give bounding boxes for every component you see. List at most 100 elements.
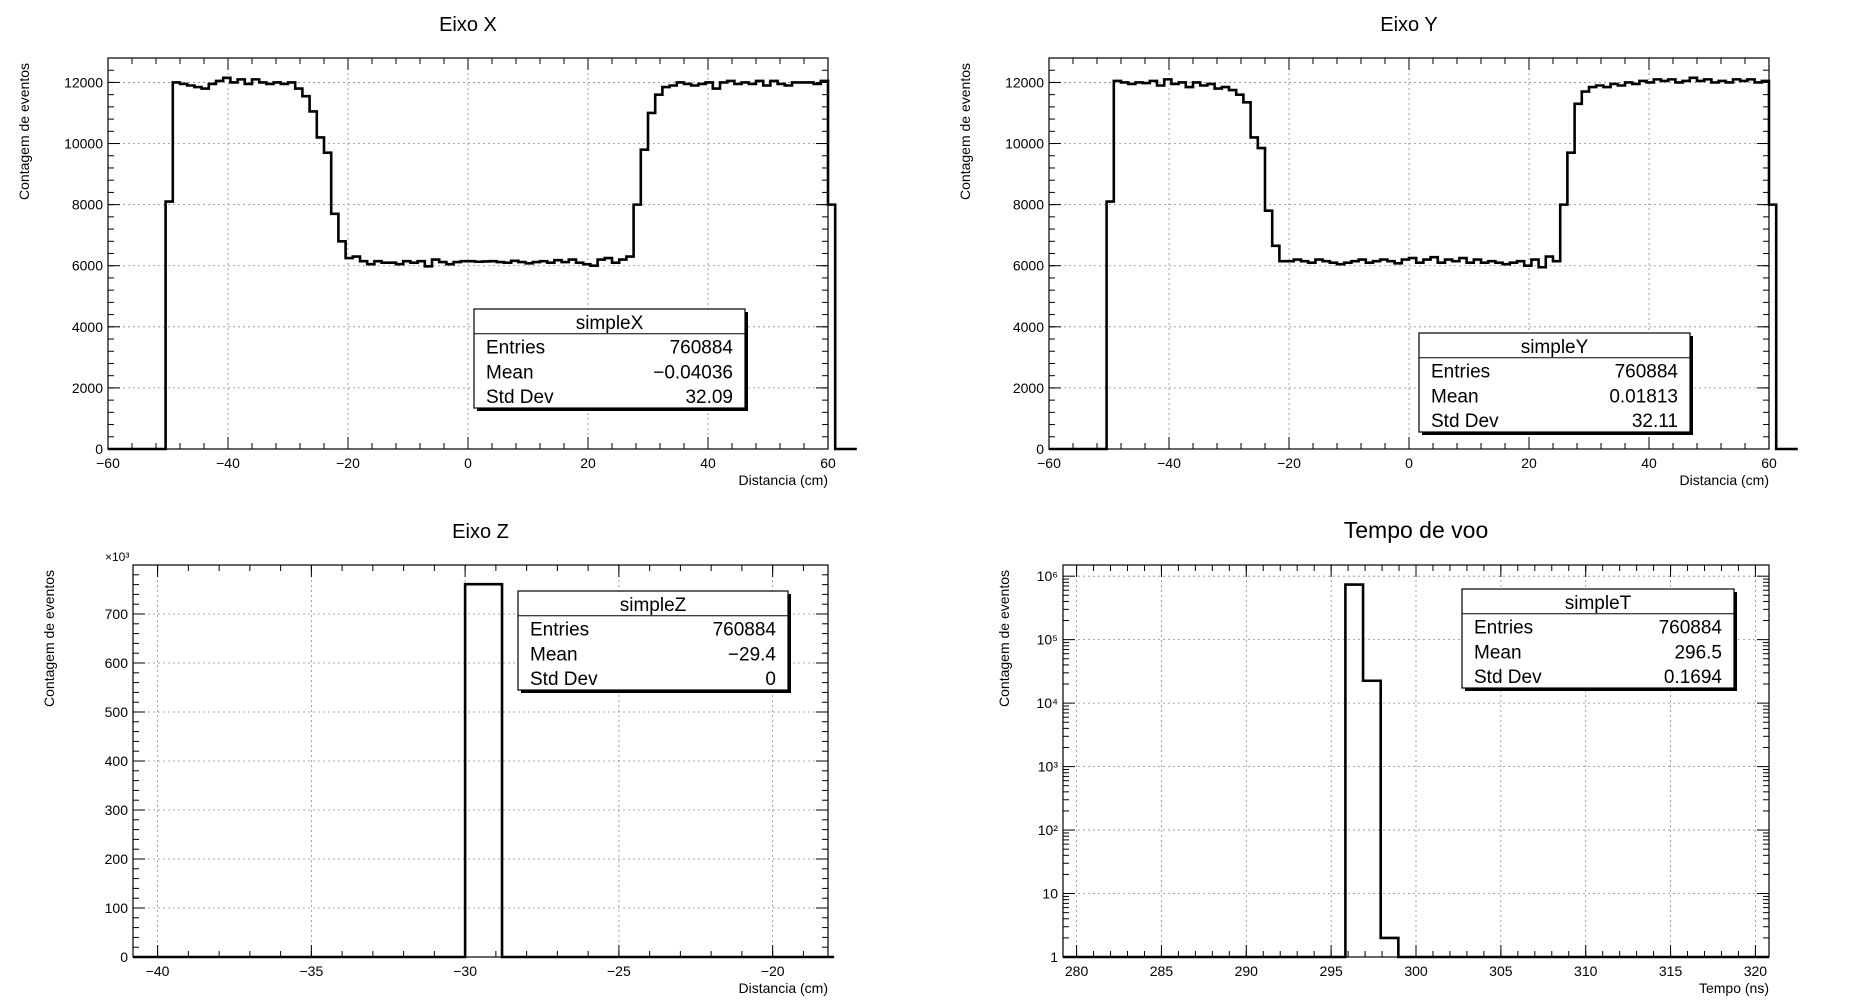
stats-row-label: Mean (1474, 642, 1522, 663)
stats-box-title: simpleT (1565, 593, 1632, 614)
stats-box-frame (1461, 588, 1735, 689)
y-tick-label: 4000 (72, 319, 103, 335)
histogram-line (108, 76, 857, 451)
y-axis-label: Contagem de eventos (957, 63, 973, 200)
stats-row-label: Mean (530, 644, 578, 665)
x-axis-label: Tempo (ns) (1699, 980, 1769, 996)
x-tick-label: −35 (299, 963, 323, 979)
x-tick-label: −30 (453, 963, 477, 979)
stats-box: simpleZ Entries 760884 Mean −29.4 Std Dev 0 (517, 590, 791, 693)
chart-title: Tempo de voo (1344, 517, 1488, 543)
y-tick-label: 100 (105, 900, 129, 916)
y-tick-label: 2000 (72, 380, 103, 396)
stats-box-frame (473, 308, 746, 409)
y-tick-label: 8000 (1013, 197, 1044, 213)
stats-row-value: 32.11 (1632, 411, 1678, 432)
stats-box: simpleY Entries 760884 Mean 0.01813 Std Dev 32… (1418, 332, 1693, 435)
y-tick-label: 8000 (72, 197, 103, 213)
y-tick-label: 700 (105, 606, 129, 622)
stats-row-value: 296.5 (1674, 642, 1722, 663)
y-tick-label: 4000 (1013, 319, 1044, 335)
y-tick-label: 12000 (64, 74, 103, 90)
x-tick-label: 0 (464, 455, 472, 471)
y-tick-label: 12000 (1005, 74, 1044, 90)
stats-row-value: −0.04036 (653, 362, 733, 383)
histogram-panel: −60 −40 −20 0 20 40 60 0 2000 4000 6000 8000 10000 12… (957, 14, 1798, 488)
chart-title: Eixo X (439, 14, 497, 36)
x-tick-label: 0 (1405, 455, 1413, 471)
stats-row-value: 0.1694 (1664, 667, 1723, 688)
x-tick-label: −40 (216, 455, 240, 471)
chart-title: Eixo Z (452, 521, 509, 543)
x-axis-label: Distancia (cm) (739, 980, 828, 996)
stats-box-frame (517, 590, 789, 691)
x-tick-label: −40 (1157, 455, 1181, 471)
stats-row-value: 760884 (1615, 362, 1679, 383)
stats-row-label: Entries (530, 620, 589, 641)
stats-box-title: simpleY (1521, 337, 1589, 358)
plot-frame (132, 564, 829, 958)
y-tick-label: 10⁶ (1037, 568, 1058, 584)
y-tick-label: 0 (1036, 441, 1044, 457)
stats-row-value: 32.09 (685, 387, 733, 408)
x-tick-label: 310 (1574, 963, 1598, 979)
stats-row-label: Entries (486, 338, 545, 359)
stats-row-label: Std Dev (1431, 411, 1499, 432)
histogram-panel: −40 −35 −30 −25 −20 0 100 200 300 400 500 600 700 Eix… (41, 521, 835, 996)
plot-frame (1048, 57, 1770, 450)
x-tick-label: 290 (1235, 963, 1259, 979)
y-tick-label: 10² (1038, 822, 1059, 838)
stats-row-value: 760884 (1659, 618, 1723, 639)
stats-box: simpleX Entries 760884 Mean −0.04036 Std Dev 3… (473, 308, 748, 411)
stats-row-value: 0.01813 (1609, 386, 1678, 407)
stats-box-title: simpleZ (620, 595, 687, 616)
y-tick-label: 200 (105, 851, 129, 867)
x-tick-label: 20 (580, 455, 596, 471)
stats-box-frame (1418, 332, 1691, 433)
x-tick-label: −60 (1037, 455, 1061, 471)
y-tick-label: 600 (105, 655, 129, 671)
y-tick-label: 10000 (1005, 136, 1044, 152)
x-tick-label: 305 (1489, 963, 1513, 979)
plot-frame (1062, 564, 1770, 958)
x-tick-label: −40 (146, 963, 170, 979)
y-tick-label: 0 (120, 949, 128, 965)
x-tick-label: −20 (761, 963, 785, 979)
stats-row-value: 760884 (713, 620, 777, 641)
y-tick-label: 1 (1050, 949, 1058, 965)
x-tick-label: −20 (1277, 455, 1301, 471)
y-tick-label: 2000 (1013, 380, 1044, 396)
y-tick-label: 300 (105, 802, 129, 818)
x-tick-label: −25 (607, 963, 631, 979)
stats-row-value: −29.4 (728, 644, 777, 665)
stats-row-value: 0 (765, 669, 776, 690)
x-tick-label: 320 (1744, 963, 1768, 979)
y-tick-label: 6000 (72, 258, 103, 274)
x-tick-label: 60 (820, 455, 836, 471)
x-tick-label: 40 (1641, 455, 1657, 471)
plot-frame (107, 57, 829, 450)
y-tick-label: 0 (95, 441, 103, 457)
stats-box-title: simpleX (576, 313, 644, 334)
x-tick-label: −60 (96, 455, 120, 471)
y-tick-label: 6000 (1013, 258, 1044, 274)
y-tick-label: 10⁵ (1037, 632, 1058, 648)
histogram-panel: 280 285 290 295 300 305 310 315 320 1 10 10² 10³ 10⁴ 1… (996, 517, 1770, 996)
y-tick-label: 10⁴ (1036, 695, 1058, 711)
stats-row-value: 760884 (670, 338, 734, 359)
x-tick-label: 20 (1521, 455, 1537, 471)
chart-title: Eixo Y (1380, 14, 1437, 36)
x-tick-label: 280 (1065, 963, 1089, 979)
stats-row-label: Entries (1474, 618, 1533, 639)
y-axis-multiplier: ×10³ (105, 550, 129, 564)
x-tick-label: −20 (336, 455, 360, 471)
y-tick-label: 10 (1042, 886, 1058, 902)
stats-row-label: Mean (486, 362, 534, 383)
stats-row-label: Mean (1431, 386, 1479, 407)
stats-row-label: Std Dev (1474, 667, 1542, 688)
x-tick-label: 295 (1319, 963, 1343, 979)
x-tick-label: 60 (1761, 455, 1777, 471)
x-tick-label: 40 (700, 455, 716, 471)
y-tick-label: 10³ (1038, 759, 1059, 775)
